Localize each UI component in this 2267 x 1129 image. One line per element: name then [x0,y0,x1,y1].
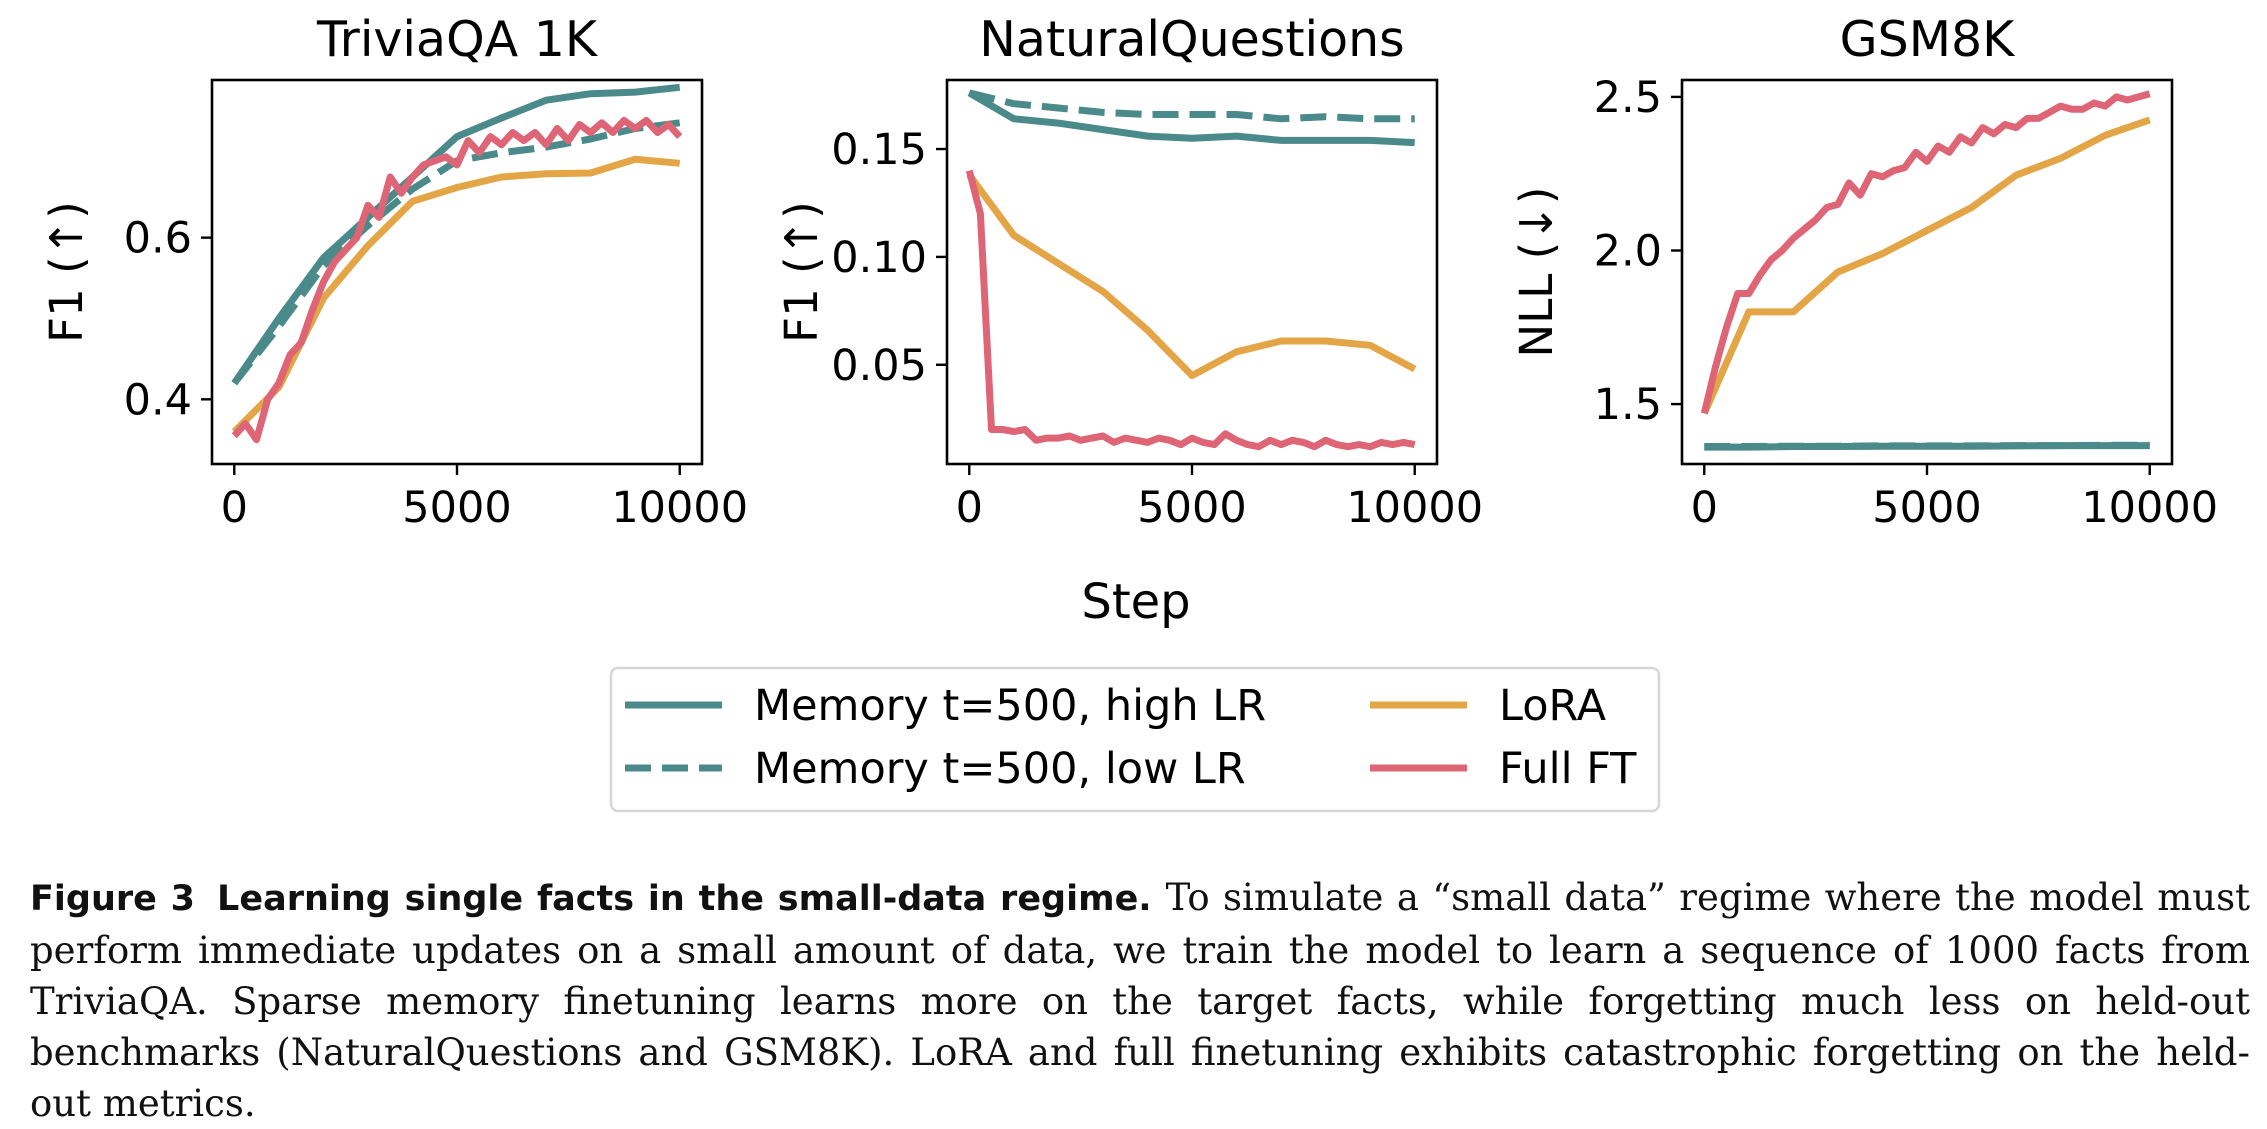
series-line-lora [966,172,1417,380]
series-line-lora [231,155,681,435]
y-axis-label: F1 (↑) [775,201,828,343]
y-tick-label: 2.0 [1594,226,1662,276]
y-axis-label: NLL (↓) [1510,187,1563,358]
x-tick-label: 10000 [2081,483,2218,533]
panel-2: 0 5000 10000 0.05 0.10 0.15 NaturalQuestions F1… [775,11,1483,533]
legend-item-lora: LoRA [1370,681,1607,731]
legend: Memory t=500, high LR Memory t=500, low L… [609,666,1661,813]
panel-1: 0 5000 10000 0.4 0.6 TriviaQA 1K F1 (↑) [40,11,748,533]
y-tick-label: 0.4 [124,375,192,425]
y-tick-label: 0.05 [831,341,927,391]
legend-label: LoRA [1499,681,1607,731]
legend-label: Memory t=500, high LR [754,681,1266,731]
panel-title: TriviaQA 1K [316,11,599,68]
x-tick-label: 0 [956,483,983,533]
series-line-full-ft [965,169,1416,451]
x-tick-label: 0 [1691,483,1718,533]
x-tick-label: 5000 [402,483,511,533]
figure-caption: Figure 3 Learning single facts in the sma… [30,872,2250,1129]
legend-item-full-ft: Full FT [1370,744,1637,794]
caption-title: Learning single facts in the small-data … [217,879,1152,919]
legend-label: Memory t=500, low LR [754,744,1246,794]
panel-3: 0 5000 10000 1.5 2.0 2.5 GSM8K NLL (↓) [1510,11,2218,533]
x-tick-label: 10000 [611,483,748,533]
legend-item-memory-t-500-high-lr: Memory t=500, high LR [625,681,1266,731]
series-line-lora [1701,116,2151,415]
x-tick-label: 5000 [1872,483,1981,533]
x-tick-label: 0 [221,483,248,533]
panel-title: GSM8K [1840,11,2017,68]
figure-3-charts: 0 5000 10000 0.4 0.6 TriviaQA 1K F1 (↑) 0 5000 10… [40,11,2218,813]
panel-title: NaturalQuestions [979,11,1404,68]
legend-label: Full FT [1499,744,1637,794]
series-line-memory-t-500-low-lr [968,89,1415,123]
legend-item-memory-t-500-low-lr: Memory t=500, low LR [625,744,1246,794]
chart-panels: 0 5000 10000 0.4 0.6 TriviaQA 1K F1 (↑) 0 5000 10… [40,11,2218,533]
series-line-memory-t-500-high-lr [967,89,1415,147]
y-tick-label: 2.5 [1594,73,1662,123]
y-tick-label: 1.5 [1594,380,1662,430]
caption-figure-label: Figure 3 [30,879,196,919]
x-tick-label: 5000 [1137,483,1246,533]
series-line-memory-t-500-low-lr [1704,441,2150,450]
series-line-memory-t-500-high-lr [231,83,681,386]
caption-body: To simulate a “small data” regime where … [30,876,2250,1125]
x-tick-label: 10000 [1346,483,1483,533]
y-axis-label: F1 (↑) [40,201,93,343]
series-line-full-ft [1700,90,2151,415]
series-line-full-ft [231,116,683,444]
y-tick-label: 0.15 [831,125,927,175]
shared-x-axis-label: Step [1081,574,1190,630]
y-tick-label: 0.6 [124,214,192,264]
y-tick-label: 0.10 [831,233,927,283]
